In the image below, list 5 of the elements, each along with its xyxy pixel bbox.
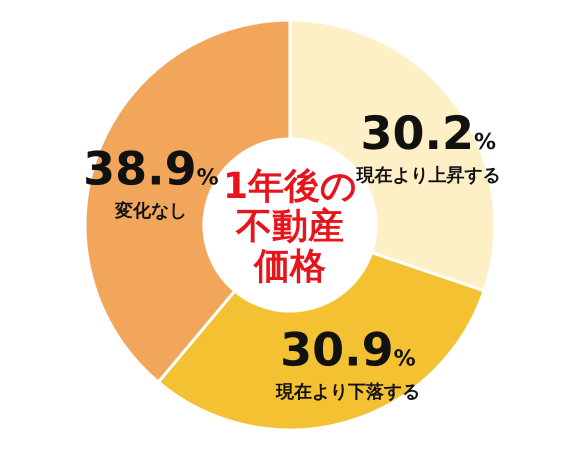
data-label: 30.2% bbox=[360, 106, 496, 160]
text: 1年後の不動産価格 bbox=[222, 166, 358, 287]
slice-label: 変化なし bbox=[114, 200, 187, 222]
data-label: 30.9% bbox=[280, 322, 416, 377]
slice-label: 現在より上昇する bbox=[355, 164, 500, 186]
